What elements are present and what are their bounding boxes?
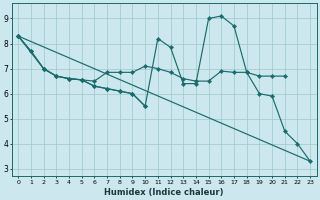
X-axis label: Humidex (Indice chaleur): Humidex (Indice chaleur) — [104, 188, 224, 197]
